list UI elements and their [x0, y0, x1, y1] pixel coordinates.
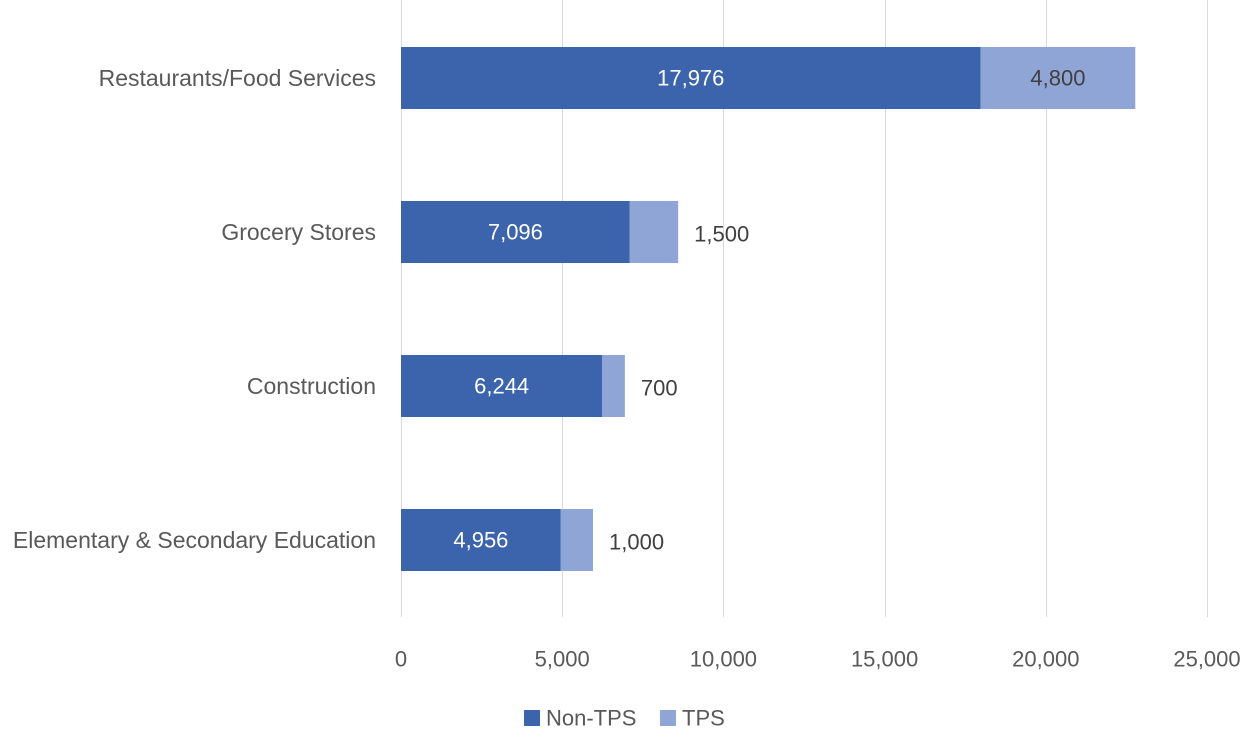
bar-segment-tps: [629, 201, 679, 263]
x-tick-label: 0: [395, 647, 407, 672]
legend-swatch-tps: [660, 710, 676, 726]
data-label: 7,096: [488, 220, 543, 245]
data-label: 1,500: [694, 222, 749, 247]
bar-segment-non-tps: [401, 355, 603, 417]
data-label: 1,000: [609, 530, 664, 555]
legend-label-non-tps: Non-TPS: [546, 706, 636, 731]
category-label: Elementary & Secondary Education: [13, 527, 376, 553]
data-label: 4,956: [453, 528, 508, 553]
category-axis: Restaurants/Food Services Grocery Stores C…: [13, 65, 376, 553]
legend-label-tps: TPS: [682, 706, 725, 731]
bar-segment-non-tps: [401, 509, 561, 571]
x-tick-label: 20,000: [1012, 647, 1079, 672]
bar-segment-tps: [602, 355, 625, 417]
x-tick-label: 5,000: [535, 647, 590, 672]
bars: [401, 47, 1136, 571]
category-label: Restaurants/Food Services: [99, 65, 376, 91]
legend-swatch-non-tps: [524, 710, 540, 726]
x-tick-label: 25,000: [1173, 647, 1240, 672]
bar-segment-non-tps: [401, 201, 630, 263]
data-label: 700: [641, 376, 678, 401]
legend: Non-TPS TPS: [524, 706, 725, 731]
x-tick-label: 10,000: [690, 647, 757, 672]
data-label: 4,800: [1030, 66, 1085, 91]
data-labels: 17,976 4,800 7,096 1,500 6,244 700 4,956 1,000: [453, 66, 1085, 555]
category-label: Grocery Stores: [221, 219, 376, 245]
bar-segment-tps: [560, 509, 594, 571]
bar-segment-non-tps: [401, 47, 981, 109]
x-tick-label: 15,000: [851, 647, 918, 672]
data-label: 17,976: [657, 66, 724, 91]
data-label: 6,244: [474, 374, 529, 399]
bar-segment-tps: [980, 47, 1136, 109]
category-label: Construction: [247, 373, 376, 399]
value-axis: 0 5,000 10,000 15,000 20,000 25,000: [395, 647, 1241, 672]
